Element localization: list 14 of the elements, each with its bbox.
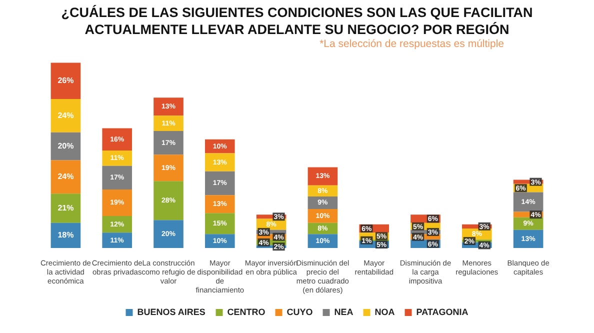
legend-label: PATAGONIA bbox=[416, 306, 469, 317]
data-label: 21% bbox=[58, 204, 74, 213]
data-label: 26% bbox=[58, 76, 74, 86]
data-label: 18% bbox=[58, 230, 74, 240]
chart-title: ¿CUÁLES DE LAS SIGUIENTES CONDICIONES SON LAS QUE FACILITAN ACTUALMENTE LLEVAR ADELANTE SU NEGOCIO? POR REGIÓN bbox=[60, 4, 534, 38]
legend-label: CENTRO bbox=[227, 306, 266, 317]
legend-label: NEA bbox=[334, 306, 354, 317]
legend-label: NOA bbox=[374, 306, 396, 317]
data-label: 20% bbox=[58, 142, 74, 151]
data-label: 24% bbox=[58, 110, 74, 120]
text: *La selección de respuestas es múltiple bbox=[318, 38, 505, 51]
legend-label: CUYO bbox=[286, 306, 313, 317]
legend-label: BUENOS AIRES bbox=[137, 306, 206, 317]
data-label: 24% bbox=[58, 172, 74, 182]
